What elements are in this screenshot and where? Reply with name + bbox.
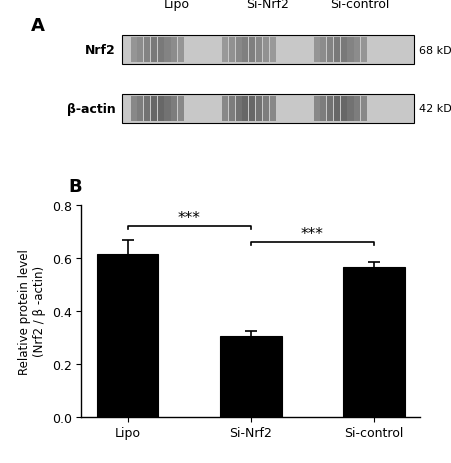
FancyBboxPatch shape: [269, 38, 275, 63]
Text: 42 kDa: 42 kDa: [418, 104, 451, 114]
FancyBboxPatch shape: [157, 38, 163, 63]
FancyBboxPatch shape: [235, 96, 241, 121]
Bar: [97, 255, 158, 417]
FancyBboxPatch shape: [242, 38, 248, 63]
FancyBboxPatch shape: [164, 96, 170, 121]
FancyBboxPatch shape: [122, 94, 413, 123]
Bar: [220, 336, 281, 417]
FancyBboxPatch shape: [333, 38, 339, 63]
FancyBboxPatch shape: [242, 96, 248, 121]
FancyBboxPatch shape: [333, 96, 339, 121]
FancyBboxPatch shape: [327, 38, 332, 63]
FancyBboxPatch shape: [228, 96, 235, 121]
FancyBboxPatch shape: [313, 38, 319, 63]
FancyBboxPatch shape: [354, 96, 359, 121]
FancyBboxPatch shape: [164, 38, 170, 63]
FancyBboxPatch shape: [262, 38, 268, 63]
FancyBboxPatch shape: [171, 96, 177, 121]
FancyBboxPatch shape: [171, 38, 177, 63]
FancyBboxPatch shape: [228, 38, 235, 63]
FancyBboxPatch shape: [255, 38, 262, 63]
FancyBboxPatch shape: [130, 96, 136, 121]
FancyBboxPatch shape: [313, 96, 319, 121]
Text: ***: ***: [177, 211, 200, 225]
Text: Si-Nrf2: Si-Nrf2: [246, 0, 289, 11]
FancyBboxPatch shape: [347, 38, 353, 63]
FancyBboxPatch shape: [354, 38, 359, 63]
Bar: [343, 268, 404, 417]
FancyBboxPatch shape: [249, 38, 255, 63]
Y-axis label: Relative protein level
(Nrf2 / β -actin): Relative protein level (Nrf2 / β -actin): [18, 249, 46, 374]
FancyBboxPatch shape: [151, 96, 156, 121]
Text: Si-control: Si-control: [329, 0, 388, 11]
Text: B: B: [68, 177, 82, 195]
FancyBboxPatch shape: [249, 96, 255, 121]
FancyBboxPatch shape: [137, 96, 143, 121]
Text: Nrf2: Nrf2: [84, 44, 115, 57]
FancyBboxPatch shape: [144, 38, 150, 63]
Text: ***: ***: [300, 226, 323, 241]
FancyBboxPatch shape: [157, 96, 163, 121]
Text: β-actin: β-actin: [66, 102, 115, 115]
FancyBboxPatch shape: [137, 38, 143, 63]
FancyBboxPatch shape: [151, 38, 156, 63]
FancyBboxPatch shape: [221, 96, 228, 121]
FancyBboxPatch shape: [144, 96, 150, 121]
FancyBboxPatch shape: [255, 96, 262, 121]
Text: A: A: [31, 17, 44, 34]
FancyBboxPatch shape: [340, 38, 346, 63]
FancyBboxPatch shape: [221, 38, 228, 63]
FancyBboxPatch shape: [269, 96, 275, 121]
FancyBboxPatch shape: [360, 96, 366, 121]
Text: 68 kDa: 68 kDa: [418, 46, 451, 56]
FancyBboxPatch shape: [178, 38, 184, 63]
FancyBboxPatch shape: [360, 38, 366, 63]
FancyBboxPatch shape: [327, 96, 332, 121]
FancyBboxPatch shape: [320, 96, 326, 121]
FancyBboxPatch shape: [122, 36, 413, 65]
FancyBboxPatch shape: [340, 96, 346, 121]
FancyBboxPatch shape: [262, 96, 268, 121]
Text: Lipo: Lipo: [163, 0, 189, 11]
FancyBboxPatch shape: [347, 96, 353, 121]
FancyBboxPatch shape: [235, 38, 241, 63]
FancyBboxPatch shape: [178, 96, 184, 121]
FancyBboxPatch shape: [130, 38, 136, 63]
FancyBboxPatch shape: [320, 38, 326, 63]
